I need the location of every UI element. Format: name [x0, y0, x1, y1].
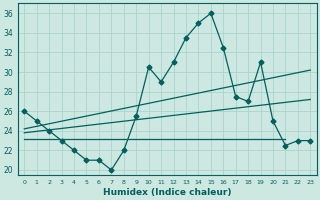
X-axis label: Humidex (Indice chaleur): Humidex (Indice chaleur)	[103, 188, 232, 197]
